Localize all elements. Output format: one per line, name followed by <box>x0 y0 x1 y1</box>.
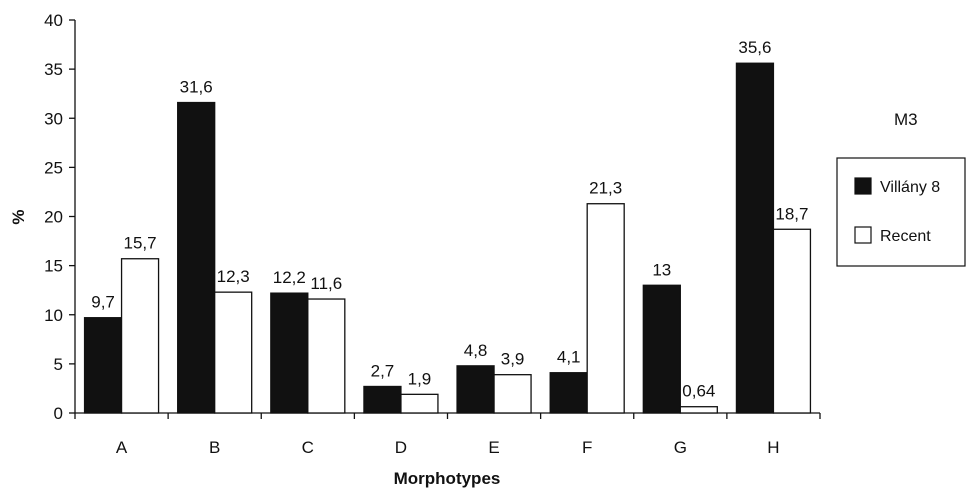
data-label-villany-8-a: 9,7 <box>91 293 115 312</box>
legend: Villány 8 Recent <box>836 157 966 267</box>
bar-villany-8-h <box>735 62 775 414</box>
x-tick-label-a: A <box>116 438 128 457</box>
legend-label-recent: Recent <box>880 228 931 245</box>
bar-recent-g <box>679 406 718 414</box>
data-label-villany-8-d: 2,7 <box>371 361 395 380</box>
legend-swatch-villany-8 <box>854 177 872 195</box>
legend-box <box>836 157 966 267</box>
bar-villany-8-e <box>456 365 495 414</box>
bar-recent-b <box>214 291 253 414</box>
x-tick-label-g: G <box>674 438 687 457</box>
bar-recent-e <box>493 374 532 414</box>
y-tick-label: 40 <box>44 11 63 30</box>
data-label-recent-f: 21,3 <box>589 179 622 198</box>
x-tick-label-c: C <box>302 438 314 457</box>
y-tick-label: 25 <box>44 158 63 177</box>
data-label-recent-e: 3,9 <box>501 350 525 369</box>
bars <box>83 62 812 414</box>
legend-label-villany-8: Villány 8 <box>880 179 940 196</box>
bar-recent-a <box>120 258 160 414</box>
y-tick-label: 30 <box>44 109 63 128</box>
data-label-recent-c: 11,6 <box>310 274 342 293</box>
data-labels: 9,7 15,7 31,6 12,3 12,2 11,6 2,7 1,9 4,8 3,9 4,1 21… <box>91 38 808 400</box>
bar-recent-f <box>586 203 625 414</box>
bar-villany-8-d <box>363 385 402 414</box>
y-tick-label: 5 <box>54 355 63 374</box>
bar-recent-c <box>307 298 346 414</box>
x-tick-label-b: B <box>209 438 220 457</box>
x-axis-title: Morphotypes <box>394 469 501 488</box>
x-tick-label-f: F <box>582 438 592 457</box>
bar-villany-8-b <box>177 101 216 414</box>
data-label-villany-8-h: 35,6 <box>738 38 771 57</box>
y-axis-title: % <box>9 209 28 224</box>
y-tick-label: 0 <box>54 404 63 423</box>
bar-recent-d <box>400 393 439 414</box>
bar-villany-8-a <box>83 317 123 414</box>
data-label-villany-8-c: 12,2 <box>273 268 306 287</box>
y-tick-label: 20 <box>44 208 63 227</box>
x-tick-label-d: D <box>395 438 407 457</box>
data-label-recent-g: 0,64 <box>682 382 715 401</box>
x-axis: A B C D E F G H <box>74 412 821 457</box>
data-label-recent-b: 12,3 <box>217 267 250 286</box>
x-tick-label-e: E <box>488 438 499 457</box>
y-axis: 0 5 10 15 20 25 30 35 40 <box>44 11 76 423</box>
bar-villany-8-c <box>270 292 309 414</box>
y-tick-label: 15 <box>44 257 63 276</box>
x-tick-label-h: H <box>767 438 779 457</box>
bar-recent-h <box>772 228 812 414</box>
data-label-villany-8-b: 31,6 <box>180 78 213 97</box>
data-label-villany-8-g: 13 <box>652 260 671 279</box>
bar-villany-8-f <box>549 372 588 414</box>
legend-swatch-recent <box>854 226 872 244</box>
bar-villany-8-g <box>642 284 681 414</box>
corner-label: M3 <box>894 110 918 129</box>
data-label-recent-a: 15,7 <box>124 234 157 253</box>
data-label-recent-h: 18,7 <box>775 204 808 223</box>
data-label-recent-d: 1,9 <box>408 369 432 388</box>
data-label-villany-8-e: 4,8 <box>464 341 488 360</box>
y-tick-label: 35 <box>44 60 63 79</box>
y-tick-label: 10 <box>44 306 63 325</box>
data-label-villany-8-f: 4,1 <box>557 348 581 367</box>
